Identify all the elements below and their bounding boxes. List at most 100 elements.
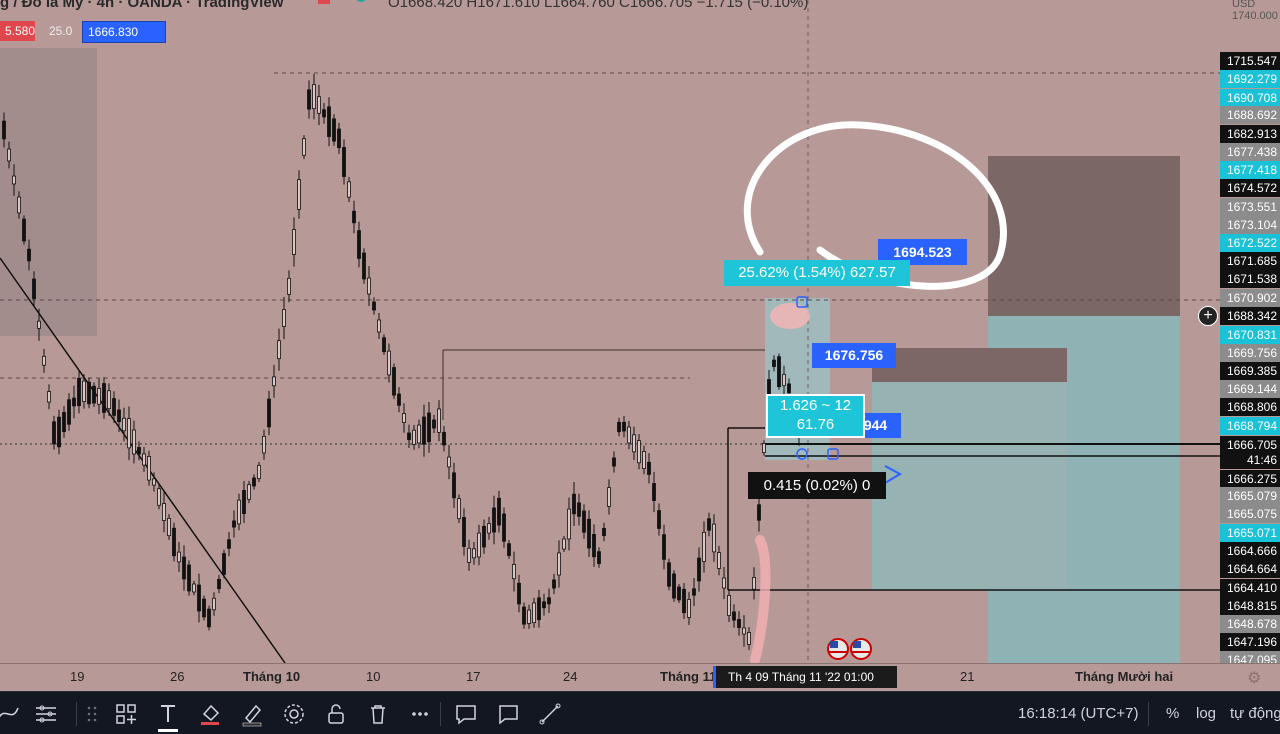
candle-body — [382, 337, 386, 353]
axis-currency: USD 1740.000 — [1232, 0, 1278, 22]
auto-scale-toggle[interactable]: tự động — [1230, 705, 1280, 722]
price-axis-label: 1664.410 — [1220, 579, 1280, 597]
callout-icon[interactable] — [494, 700, 522, 728]
ratio-text: 1.626 ~ 12 — [779, 397, 852, 414]
market-open-icon — [356, 0, 366, 2]
percent-toggle[interactable]: % — [1166, 705, 1180, 722]
candle-body — [602, 527, 606, 537]
candle-body — [117, 409, 121, 422]
candle-body — [332, 118, 336, 142]
pnl-label[interactable]: 0.415 (0.02%) 0 — [748, 472, 886, 499]
buy-button[interactable]: 1666.830 — [82, 21, 166, 43]
candle-body — [312, 84, 316, 110]
more-options-icon[interactable] — [406, 700, 434, 728]
candle-body — [122, 417, 126, 432]
chart-settings-icon[interactable]: ⚙ — [1247, 670, 1262, 687]
price-axis-label: 1688.692 — [1220, 106, 1280, 124]
candle-body — [412, 429, 416, 445]
candle-body — [97, 387, 101, 405]
price-axis-label: 1665.075 — [1220, 505, 1280, 523]
candle-body — [447, 456, 451, 468]
candle-body — [352, 210, 356, 224]
log-toggle[interactable]: log — [1196, 705, 1217, 722]
measure-label[interactable]: 25.62% (1.54%) 627.57 — [724, 260, 910, 286]
candle-body — [7, 148, 11, 162]
candle-body — [12, 175, 16, 185]
candle-body — [722, 577, 726, 589]
candle-body — [242, 489, 246, 515]
candle-body — [617, 421, 621, 433]
candle-body — [147, 456, 151, 481]
symbol-title[interactable]: g / Đô la Mỹ · 4h · OANDA · TradingView — [0, 0, 284, 11]
price-axis-label: 1668.806 — [1220, 398, 1280, 416]
candle-body — [57, 416, 61, 448]
candle-body — [262, 435, 266, 454]
candle-body — [272, 376, 276, 387]
candle-body — [422, 416, 426, 445]
drag-handle-icon[interactable] — [78, 700, 106, 728]
price-axis-label: 1666.275 — [1220, 470, 1280, 488]
candle-body — [547, 597, 551, 605]
sell-button[interactable]: 5.580 — [0, 21, 35, 41]
fill-color-icon[interactable] — [196, 700, 224, 728]
candle-body — [102, 383, 106, 413]
price-axis-label: 1674.572 — [1220, 179, 1280, 197]
curve-tool-icon[interactable] — [0, 700, 22, 728]
position-stop-zone — [872, 382, 1067, 590]
candle-body — [187, 564, 191, 592]
time-tick: Tháng Mười hai — [1075, 669, 1174, 684]
price-axis-label: 1648.815 — [1220, 597, 1280, 615]
candle-body — [627, 426, 631, 444]
candle-body — [567, 508, 571, 540]
measure-arrow — [884, 465, 903, 484]
candle-body — [637, 440, 641, 464]
ratio-label[interactable]: 1.626 ~ 12 61.76 — [766, 394, 865, 438]
candle-body — [327, 106, 331, 137]
price-axis-label: 1669.144 — [1220, 380, 1280, 398]
price-axis-label: 1682.913 — [1220, 125, 1280, 143]
comment-icon[interactable] — [452, 700, 480, 728]
add-widget-icon[interactable] — [112, 700, 140, 728]
price-axis-label: 1670.831 — [1220, 326, 1280, 344]
candle-body — [642, 451, 646, 469]
candle-body — [182, 556, 186, 580]
candle-body — [42, 355, 46, 366]
candle-body — [257, 464, 261, 480]
add-alert-icon[interactable]: + — [1198, 306, 1218, 326]
candle-body — [552, 579, 556, 589]
candle-body — [577, 502, 581, 517]
candle-body — [772, 359, 776, 367]
entry-price-label[interactable]: 1676.756 — [812, 343, 896, 368]
candle-body — [372, 301, 376, 311]
candle-body — [157, 488, 161, 506]
price-axis-label: 1666.705 — [1220, 436, 1280, 454]
settings-icon[interactable] — [280, 700, 308, 728]
target-price-label[interactable]: 1694.523 — [878, 239, 967, 265]
candle-body — [302, 138, 306, 156]
trend-line-icon[interactable] — [536, 700, 564, 728]
time-axis[interactable] — [0, 663, 1280, 692]
candle-body — [247, 484, 251, 500]
candle-body — [137, 447, 141, 455]
candle-body — [207, 608, 211, 628]
line-color-icon[interactable] — [238, 700, 266, 728]
price-axis-label: 1671.538 — [1220, 270, 1280, 288]
text-tool-icon[interactable] — [154, 700, 182, 732]
lock-icon[interactable] — [322, 700, 350, 728]
candle-body — [462, 517, 466, 547]
candle-body — [452, 472, 456, 499]
clock-timezone[interactable]: 16:18:14 (UTC+7) — [1018, 705, 1139, 722]
candle-body — [472, 548, 476, 559]
filter-lines-icon[interactable] — [32, 700, 60, 728]
candle-body — [32, 278, 36, 299]
hand-drawn-circle — [744, 121, 1007, 290]
candle-body — [667, 562, 671, 587]
candle-body — [717, 552, 721, 569]
candle-body — [142, 453, 146, 466]
candle-body — [217, 578, 221, 590]
trash-icon[interactable] — [364, 700, 392, 728]
time-tick: 21 — [960, 669, 975, 684]
candle-body — [432, 419, 436, 429]
